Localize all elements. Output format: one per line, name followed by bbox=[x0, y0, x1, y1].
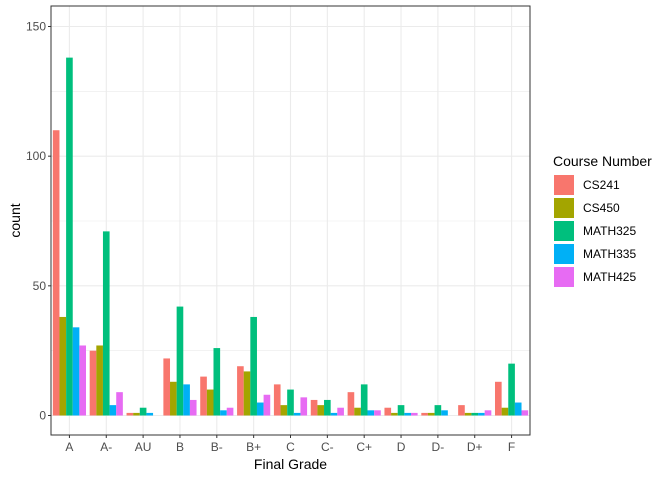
bar-math335-b bbox=[183, 384, 190, 416]
bar-math325-d bbox=[397, 405, 405, 416]
bar-math425-f bbox=[521, 410, 529, 416]
bar-cs241-c bbox=[273, 384, 281, 416]
bar-cs450-c bbox=[280, 405, 288, 416]
bars bbox=[52, 57, 529, 416]
bar-math335-d bbox=[404, 412, 411, 416]
bar-math325-bminus bbox=[213, 348, 221, 416]
legend-label-math425: MATH425 bbox=[583, 270, 636, 284]
x-axis-title: Final Grade bbox=[254, 456, 327, 472]
y-tick-label: 150 bbox=[26, 20, 46, 34]
legend-title: Course Number bbox=[553, 153, 652, 169]
bar-math335-c bbox=[293, 412, 301, 416]
bar-math335-cminus bbox=[330, 412, 338, 416]
bar-math335-dplus bbox=[478, 412, 485, 416]
x-tick-label: A- bbox=[100, 440, 112, 454]
bar-math335-dminus bbox=[441, 410, 448, 416]
bar-cs450-a bbox=[59, 316, 67, 416]
bar-cs241-cplus bbox=[347, 392, 355, 416]
bar-math425-d bbox=[410, 412, 418, 416]
x-axis-ticks: A A- AU B B- B+ C C- C+ D D- D+ F bbox=[65, 435, 515, 454]
bar-math325-b bbox=[176, 306, 184, 416]
legend-key-math335 bbox=[554, 244, 574, 264]
bar-math425-bplus bbox=[263, 394, 271, 416]
x-tick-label: C- bbox=[321, 440, 334, 454]
bar-cs241-b bbox=[163, 358, 171, 416]
bar-cs241-cminus bbox=[310, 399, 318, 416]
bar-cs241-dminus bbox=[421, 412, 428, 416]
bar-math325-a bbox=[66, 57, 73, 416]
bar-math335-a bbox=[72, 327, 80, 416]
bar-math335-cplus bbox=[367, 410, 375, 416]
bar-cs450-dplus bbox=[464, 412, 472, 416]
bar-cs241-au bbox=[126, 412, 134, 416]
bar-math425-b bbox=[189, 399, 197, 416]
x-tick-label: D bbox=[397, 440, 406, 454]
bar-math335-bminus bbox=[220, 410, 227, 416]
x-tick-label: C+ bbox=[356, 440, 372, 454]
bar-cs450-cminus bbox=[317, 405, 325, 416]
bar-math325-au bbox=[139, 407, 147, 416]
bar-cs450-b bbox=[170, 381, 177, 416]
bar-math335-au bbox=[146, 412, 154, 416]
bar-cs450-dminus bbox=[427, 412, 435, 416]
y-axis-title: count bbox=[7, 203, 23, 237]
bar-math425-dplus bbox=[484, 410, 492, 416]
y-tick-label: 100 bbox=[26, 149, 46, 163]
bar-math325-f bbox=[508, 363, 515, 416]
legend-key-math325 bbox=[554, 221, 574, 241]
x-tick-label: B+ bbox=[246, 440, 261, 454]
x-tick-label: B- bbox=[211, 440, 223, 454]
x-tick-label: AU bbox=[135, 440, 152, 454]
bar-math325-cminus bbox=[324, 399, 331, 416]
bar-cs450-cplus bbox=[354, 407, 361, 416]
bar-cs241-bplus bbox=[237, 366, 244, 416]
bar-math335-bplus bbox=[256, 402, 264, 416]
bar-math425-c bbox=[300, 397, 308, 416]
bar-cs450-au bbox=[133, 412, 140, 416]
legend-key-math425 bbox=[554, 267, 574, 287]
legend-key-cs241 bbox=[554, 175, 574, 195]
bar-cs241-dplus bbox=[458, 405, 465, 416]
legend-label-cs241: CS241 bbox=[583, 178, 620, 192]
legend-label-cs450: CS450 bbox=[583, 201, 620, 215]
bar-math425-bminus bbox=[226, 407, 234, 416]
legend-label-math335: MATH335 bbox=[583, 247, 636, 261]
bar-cs450-bplus bbox=[243, 371, 251, 416]
legend-label-math325: MATH325 bbox=[583, 224, 636, 238]
bar-math325-aminus bbox=[102, 231, 110, 416]
y-tick-label: 50 bbox=[33, 279, 47, 293]
x-tick-label: B bbox=[176, 440, 184, 454]
legend-key-cs450 bbox=[554, 198, 574, 218]
bar-math325-cplus bbox=[360, 384, 368, 416]
bar-math425-aminus bbox=[116, 392, 123, 416]
x-tick-label: D+ bbox=[467, 440, 483, 454]
x-tick-label: D- bbox=[432, 440, 445, 454]
bar-math335-f bbox=[514, 402, 522, 416]
bar-cs241-d bbox=[384, 407, 392, 416]
bar-math325-dplus bbox=[471, 412, 479, 416]
y-axis-ticks: 0 50 100 150 bbox=[26, 20, 51, 423]
bar-math425-cplus bbox=[374, 410, 381, 416]
x-tick-label: F bbox=[508, 440, 515, 454]
bar-math325-dminus bbox=[434, 405, 442, 416]
x-tick-label: C bbox=[286, 440, 295, 454]
bar-cs450-f bbox=[501, 407, 509, 416]
legend: Course Number CS241 CS450 MATH325 MATH335 MA… bbox=[553, 153, 652, 287]
bar-cs241-a bbox=[52, 130, 60, 416]
bar-cs241-bminus bbox=[200, 376, 207, 416]
bar-math425-cminus bbox=[337, 407, 344, 416]
x-tick-label: A bbox=[65, 440, 73, 454]
bar-cs241-f bbox=[494, 381, 502, 416]
bar-math335-aminus bbox=[109, 405, 117, 416]
bar-math425-a bbox=[79, 345, 87, 416]
bar-math325-c bbox=[287, 389, 294, 416]
bar-cs241-aminus bbox=[89, 350, 97, 416]
bar-cs450-aminus bbox=[96, 345, 103, 416]
bar-cs450-bminus bbox=[206, 389, 214, 416]
bar-cs450-d bbox=[391, 412, 398, 416]
y-tick-label: 0 bbox=[39, 409, 46, 423]
bar-math325-bplus bbox=[250, 316, 257, 416]
